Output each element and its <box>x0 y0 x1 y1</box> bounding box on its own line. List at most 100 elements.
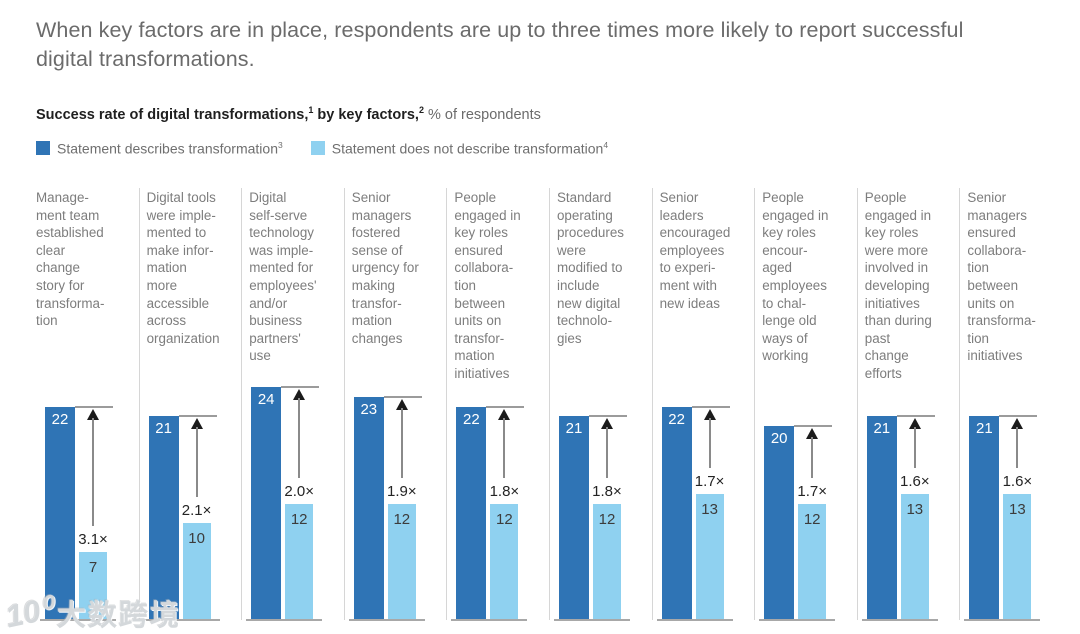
bar-value-light: 13 <box>906 501 924 518</box>
arrow-up-icon <box>293 389 306 400</box>
chart-column: Senior leaders encouraged employees to e… <box>651 188 755 621</box>
bars-area: 23 12 1.9× <box>345 384 447 621</box>
category-label: Manage- ment team established clear chan… <box>36 190 105 329</box>
arrow-up-icon <box>87 409 99 420</box>
chart-subtitle: Success rate of digital transformations,… <box>36 105 541 123</box>
category-label: Senior managers ensured collabora- tion … <box>967 190 1036 364</box>
arrow-line <box>503 418 506 478</box>
bar-describes: 22 <box>456 407 487 620</box>
category-label: Senior managers fostered sense of urgenc… <box>351 190 419 346</box>
bar-value-light: 10 <box>188 530 205 547</box>
category-label: People engaged in key roles ensured coll… <box>454 190 521 381</box>
bar-value-light: 7 <box>88 559 98 576</box>
baseline <box>759 619 836 621</box>
bar-value-dark: 21 <box>155 420 172 437</box>
multiplier-label: 1.6× <box>899 473 930 490</box>
chart: Manage- ment team established clear chan… <box>36 188 1062 621</box>
chart-column: People engaged in key roles ensured coll… <box>446 188 549 621</box>
chart-column: Digital self-serve technology was imple-… <box>241 188 344 621</box>
cap-line <box>691 406 730 408</box>
bar-value-light: 12 <box>496 511 513 528</box>
baseline <box>246 619 323 621</box>
category-label: People engaged in key roles encour- aged… <box>762 190 829 364</box>
bars-area: 21 13 1.6× <box>960 384 1062 621</box>
bar-describes: 24 <box>251 387 282 620</box>
bars-area: 20 12 1.7× <box>755 384 857 621</box>
multiplier-label: 3.1× <box>78 531 108 548</box>
subtitle-bold-2: by key factors, <box>313 106 419 123</box>
multiplier-label: 2.1× <box>181 502 212 519</box>
bar-value-dark: 22 <box>51 411 69 428</box>
bars-area: 24 12 2.0× <box>242 384 344 621</box>
arrow-up-icon <box>395 399 408 410</box>
cap-line <box>75 406 113 408</box>
multiplier-label: 2.0× <box>284 483 314 500</box>
bar-value-dark: 21 <box>873 420 891 437</box>
bar-value-dark: 21 <box>976 420 993 437</box>
subtitle-bold-1: Success rate of digital transformations, <box>36 106 309 123</box>
bars-area: 21 12 1.8× <box>550 384 652 621</box>
subtitle-regular: % of respondents <box>423 106 541 123</box>
category-label: Senior leaders encouraged employees to e… <box>659 190 731 311</box>
multiplier-label: 1.8× <box>489 483 520 500</box>
multiplier-label: 1.7× <box>694 473 725 490</box>
arrow-line <box>708 418 711 468</box>
bar-describes: 21 <box>969 416 1000 620</box>
bar-value-dark: 23 <box>360 401 378 418</box>
cap-line <box>178 415 217 417</box>
bar-value-dark: 24 <box>257 391 275 408</box>
legend-item-does-not-describe: Statement does not describe transformati… <box>310 140 609 157</box>
cap-line <box>999 415 1038 417</box>
bar-does-not-describe: 12 <box>592 504 621 620</box>
bar-does-not-describe: 13 <box>1003 494 1032 620</box>
baseline <box>451 619 528 621</box>
baseline <box>348 619 425 621</box>
baseline <box>143 619 220 621</box>
arrow-line <box>195 427 198 497</box>
bar-value-light: 12 <box>393 511 411 528</box>
bar-value-light: 12 <box>803 511 821 528</box>
bars-area: 22 7 3.1× <box>36 384 139 621</box>
bar-does-not-describe: 13 <box>900 494 929 620</box>
chart-legend: Statement describes transformation3 Stat… <box>36 140 608 157</box>
page-title: When key factors are in place, responden… <box>36 18 964 72</box>
chart-column: People engaged in key roles were more in… <box>856 188 960 621</box>
bar-does-not-describe: 7 <box>79 552 107 620</box>
cap-line <box>383 396 422 398</box>
bar-describes: 21 <box>866 416 897 620</box>
chart-column: Senior managers ensured collabora- tion … <box>959 188 1062 621</box>
arrow-up-icon <box>806 428 819 439</box>
arrow-line <box>913 427 916 468</box>
cap-line <box>896 415 935 417</box>
legend-swatch-light <box>310 141 325 156</box>
bar-value-dark: 21 <box>565 420 583 437</box>
chart-column: Standard operating procedures were modif… <box>548 188 652 621</box>
bars-area: 22 12 1.8× <box>447 384 549 621</box>
bar-value-dark: 20 <box>770 430 788 447</box>
arrow-line <box>92 418 94 526</box>
cap-line <box>794 425 833 427</box>
arrow-line <box>811 437 814 478</box>
bar-value-light: 13 <box>1009 501 1026 518</box>
bar-describes: 21 <box>148 416 179 620</box>
baseline <box>40 619 116 621</box>
arrow-line <box>1016 427 1019 468</box>
arrow-up-icon <box>600 418 613 429</box>
bar-does-not-describe: 12 <box>387 504 416 620</box>
arrow-line <box>400 408 403 478</box>
baseline <box>964 619 1041 621</box>
legend-item-describes: Statement describes transformation3 <box>36 140 283 157</box>
bar-does-not-describe: 13 <box>695 494 724 620</box>
bar-does-not-describe: 12 <box>798 504 827 620</box>
bar-does-not-describe: 12 <box>285 504 314 620</box>
chart-column: Digital tools were imple- mented to make… <box>138 188 242 621</box>
legend-label: Statement does not describe transformati… <box>331 140 609 157</box>
category-label: Digital self-serve technology was imple-… <box>249 190 317 364</box>
baseline <box>861 619 938 621</box>
bar-value-light: 13 <box>701 501 718 518</box>
multiplier-label: 1.6× <box>1002 473 1033 490</box>
bar-value-light: 12 <box>598 511 616 528</box>
bars-area: 21 13 1.6× <box>858 384 960 621</box>
arrow-up-icon <box>1011 418 1024 429</box>
